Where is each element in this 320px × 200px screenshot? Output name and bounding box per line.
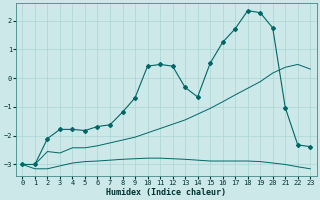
- X-axis label: Humidex (Indice chaleur): Humidex (Indice chaleur): [106, 188, 226, 197]
